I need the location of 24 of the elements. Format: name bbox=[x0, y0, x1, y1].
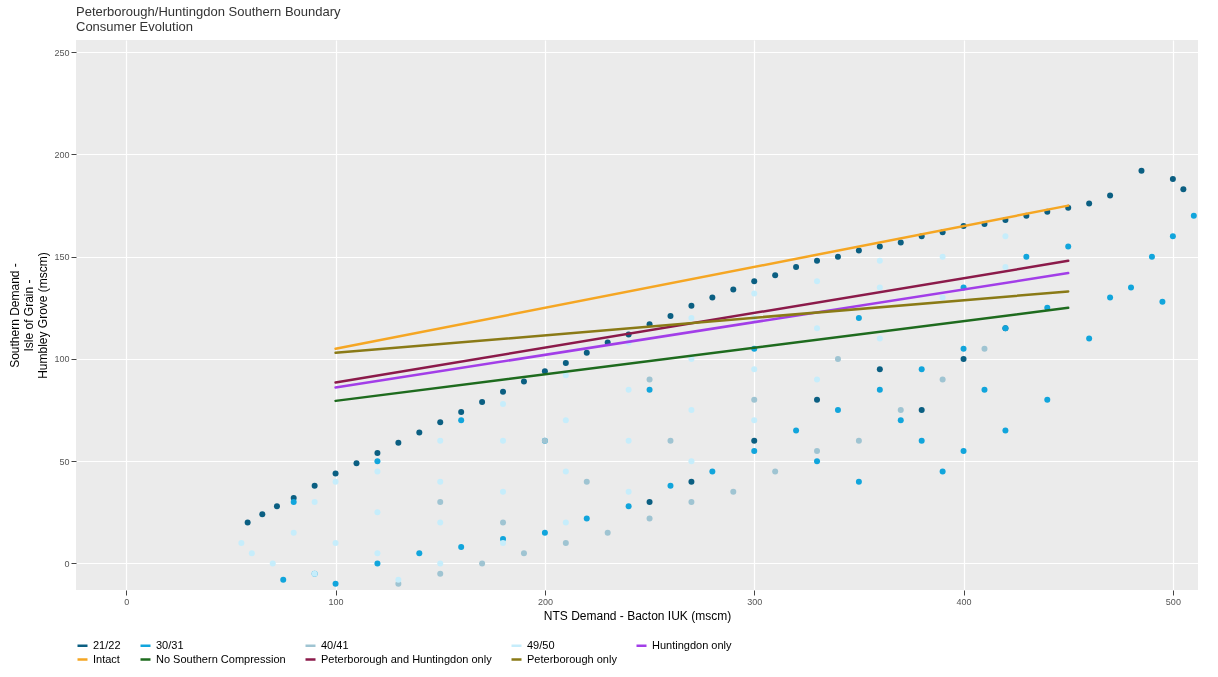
legend-label: 30/31 bbox=[156, 638, 184, 651]
x-tick-label: 100 bbox=[328, 596, 344, 607]
legend-label: No Southern Compression bbox=[156, 652, 286, 665]
x-tick-label: 200 bbox=[537, 596, 553, 607]
legend-label: Peterborough only bbox=[527, 652, 618, 665]
x-tick-label: 300 bbox=[747, 596, 763, 607]
legend-label: Huntingdon only bbox=[652, 638, 732, 651]
y-tick-label: 100 bbox=[54, 354, 70, 365]
y-tick-label: 250 bbox=[54, 47, 70, 58]
legend-label: Peterborough and Huntingdon only bbox=[321, 652, 493, 665]
y-axis-title: Southern Demand - Isle of Grain - Humbley Grove (mscm) bbox=[8, 252, 51, 379]
y-tick-label: 150 bbox=[54, 252, 70, 263]
legend-label: 49/50 bbox=[527, 638, 555, 651]
y-tick-label: 0 bbox=[64, 558, 70, 569]
legend-label: 40/41 bbox=[321, 638, 349, 651]
legend-label: 21/22 bbox=[93, 638, 121, 651]
legend-label: Intact bbox=[93, 652, 120, 665]
x-tick-label: 0 bbox=[124, 596, 130, 607]
chart-title: Peterborough/Huntingdon Southern Boundary Consumer Evolution bbox=[76, 4, 342, 34]
x-tick-label: 400 bbox=[956, 596, 972, 607]
x-axis-title: NTS Demand - Bacton IUK (mscm) bbox=[543, 608, 732, 623]
y-tick-label: 200 bbox=[54, 150, 70, 160]
y-tick-label: 50 bbox=[59, 456, 70, 467]
x-tick-label: 500 bbox=[1165, 596, 1181, 607]
